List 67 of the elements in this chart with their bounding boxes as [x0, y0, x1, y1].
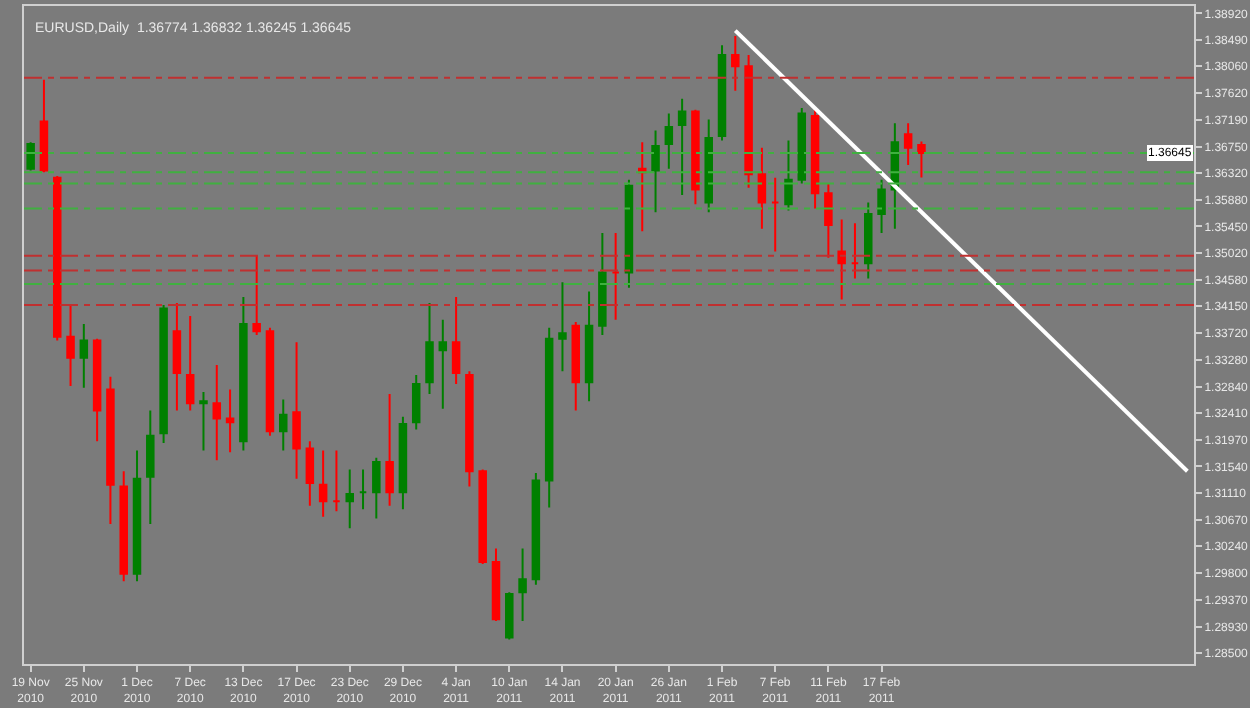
candlestick: [864, 201, 873, 280]
candlestick: [478, 468, 487, 565]
candlestick: [704, 118, 713, 214]
candlestick: [731, 35, 740, 92]
candlestick: [651, 129, 660, 214]
candlestick: [106, 375, 115, 526]
candlestick: [451, 295, 461, 386]
candlestick: [824, 182, 833, 259]
candlestick: [438, 318, 448, 410]
candlestick: [265, 326, 275, 437]
candlestick: [411, 373, 421, 431]
candlestick: [505, 591, 514, 641]
candlestick: [132, 449, 142, 583]
candlestick: [664, 112, 674, 170]
candlestick: [292, 341, 301, 480]
candlestick: [358, 468, 368, 511]
candlestick: [903, 122, 913, 166]
candlestick: [611, 232, 620, 321]
candlestick: [837, 218, 846, 301]
candlestick: [584, 290, 594, 403]
candlestick: [199, 391, 208, 452]
candlestick: [332, 449, 341, 513]
candlestick: [757, 146, 767, 230]
candlestick: [571, 321, 581, 412]
candlestick: [784, 139, 793, 212]
candlestick: [677, 97, 687, 197]
candlestick: [797, 106, 807, 185]
candlestick: [26, 141, 35, 172]
candlestick: [917, 140, 926, 179]
candlestick: [372, 456, 381, 520]
candlestick: [877, 178, 886, 235]
candlestick: [146, 409, 155, 526]
candlestick: [305, 440, 315, 507]
candlestick: [465, 370, 474, 488]
candlestick: [52, 175, 62, 342]
candlestick: [691, 108, 700, 206]
candlestick: [770, 176, 780, 253]
candlestick: [598, 232, 607, 336]
candlestick: [385, 392, 394, 507]
candlestick: [119, 470, 128, 583]
candlestick: [159, 303, 168, 445]
candlestick: [92, 337, 102, 443]
candlestick: [810, 108, 820, 210]
candlestick: [637, 141, 647, 233]
candlestick: [717, 44, 727, 142]
candlestick: [558, 281, 567, 373]
candlestick: [531, 472, 541, 586]
candlestick: [624, 178, 634, 289]
candlestick: [544, 326, 554, 509]
candlestick: [225, 388, 235, 454]
candlestick: [398, 415, 408, 511]
candlestick: [279, 398, 288, 452]
candlestick: [185, 314, 195, 412]
candlestick: [239, 295, 248, 452]
candlestick: [345, 468, 354, 530]
candlestick: [212, 364, 222, 462]
candlestick: [318, 449, 328, 518]
candlestick: [172, 302, 182, 412]
candlestick: [744, 54, 753, 189]
candlestick: [425, 302, 434, 395]
candlestick: [518, 547, 527, 623]
candlestick: [252, 254, 261, 336]
candlestick: [39, 78, 49, 174]
candlestick: [850, 222, 860, 280]
candlestick: [66, 303, 75, 387]
candlestick: [79, 322, 89, 389]
candlestick: [491, 547, 501, 623]
